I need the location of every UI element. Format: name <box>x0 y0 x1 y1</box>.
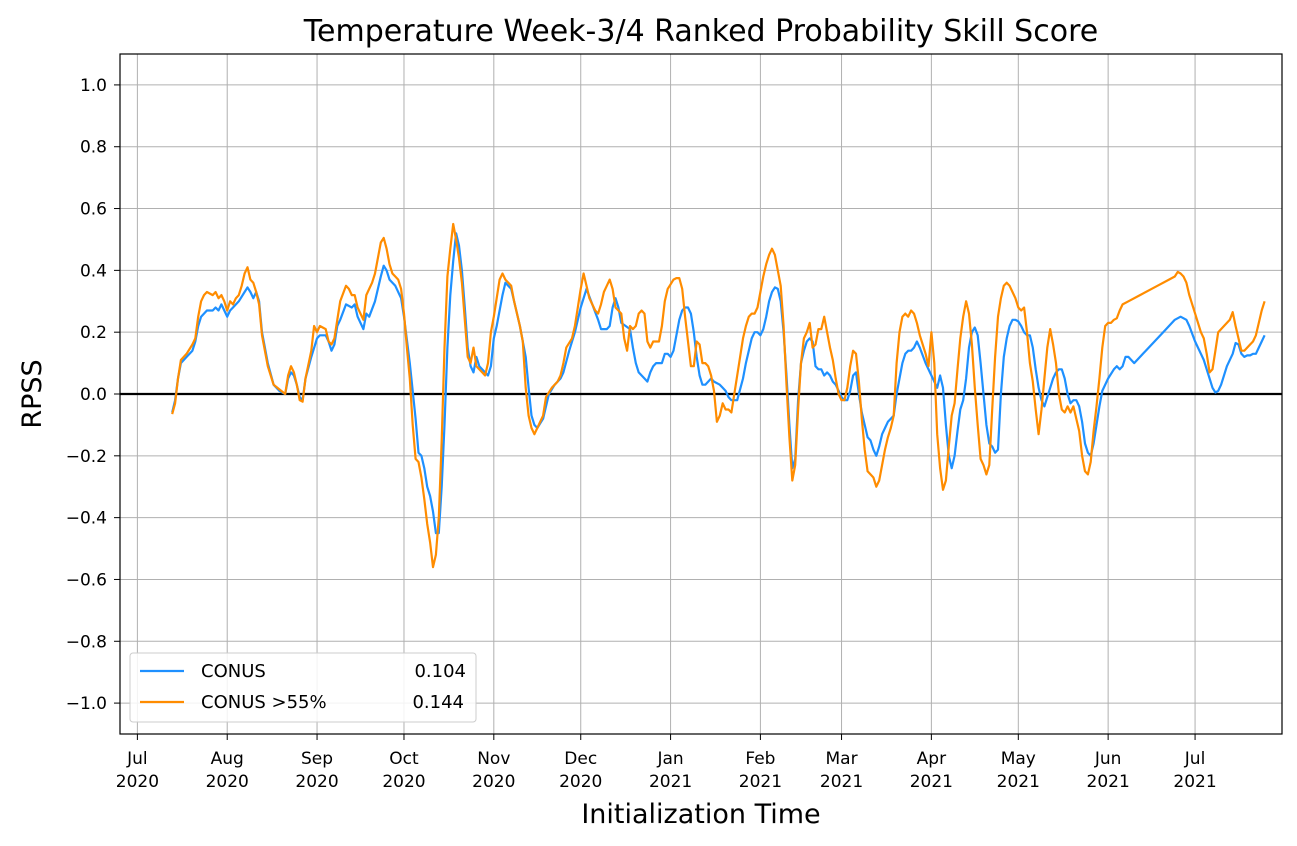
series-lines <box>171 222 1266 569</box>
x-tick-label-month: Apr <box>917 749 946 769</box>
y-tick-label: 0.0 <box>80 385 107 405</box>
x-tick-label-year: 2020 <box>382 772 425 792</box>
y-tick-label: −0.6 <box>66 570 107 590</box>
y-tick-label: 0.4 <box>80 261 107 281</box>
y-tick-label: −0.8 <box>66 632 107 652</box>
x-tick-label-year: 2021 <box>1173 772 1216 792</box>
legend-label-conus: CONUS <box>201 661 266 682</box>
x-axis-label: Initialization Time <box>581 799 820 830</box>
x-tick-label-month: Feb <box>745 749 775 769</box>
x-tick-label-month: May <box>1001 749 1036 769</box>
y-tick-label: 0.2 <box>80 323 107 343</box>
x-tick-label-month: Mar <box>826 749 858 769</box>
x-tick-label-year: 2020 <box>472 772 515 792</box>
legend: CONUS 0.104 CONUS >55% 0.144 <box>129 652 477 723</box>
legend-value-conus-55: 0.144 <box>412 692 464 713</box>
x-tick-label-month: Dec <box>564 749 597 769</box>
y-tick-label: −0.2 <box>66 447 107 467</box>
x-tick-label-month: Jan <box>656 749 683 769</box>
x-tick-label-year: 2021 <box>820 772 863 792</box>
x-tick-label-month: Oct <box>389 749 419 769</box>
x-tick-label-year: 2020 <box>295 772 338 792</box>
series-line-conus-55 <box>171 222 1266 569</box>
series-line-conus <box>171 232 1266 535</box>
y-axis-ticks: 1.0 0.8 0.6 0.4 0.2 0.0 −0.2 −0.4 −0.6 −0.8 −1.0 <box>66 76 120 714</box>
x-tick-label-year: 2020 <box>206 772 249 792</box>
y-tick-label: 0.8 <box>80 138 107 158</box>
chart-title: Temperature Week-3/4 Ranked Probability … <box>303 14 1098 49</box>
x-tick-label-month: Nov <box>477 749 510 769</box>
y-axis-label: RPSS <box>17 359 48 428</box>
x-tick-label-month: Jul <box>1184 749 1206 769</box>
x-tick-label-year: 2020 <box>116 772 159 792</box>
legend-value-conus: 0.104 <box>414 661 466 682</box>
legend-frame <box>129 652 477 723</box>
x-tick-label-month: Aug <box>211 749 244 769</box>
x-tick-label-month: Jul <box>126 749 148 769</box>
x-axis-ticks: Jul 2020 Aug 2020 Sep 2020 Oct 2020 Nov 2020 Dec 20… <box>116 734 1217 792</box>
x-tick-label-month: Jun <box>1094 749 1122 769</box>
y-tick-label: −0.4 <box>66 509 107 529</box>
x-tick-label-year: 2021 <box>649 772 692 792</box>
y-tick-label: −1.0 <box>66 694 107 714</box>
x-tick-label-year: 2020 <box>559 772 602 792</box>
legend-label-conus-55: CONUS >55% <box>201 692 327 713</box>
x-tick-label-year: 2021 <box>739 772 782 792</box>
y-tick-label: 1.0 <box>80 76 107 96</box>
x-tick-label-year: 2021 <box>910 772 953 792</box>
y-tick-label: 0.6 <box>80 200 107 220</box>
x-tick-label-month: Sep <box>301 749 333 769</box>
x-tick-label-year: 2021 <box>1087 772 1130 792</box>
x-tick-label-year: 2021 <box>997 772 1040 792</box>
